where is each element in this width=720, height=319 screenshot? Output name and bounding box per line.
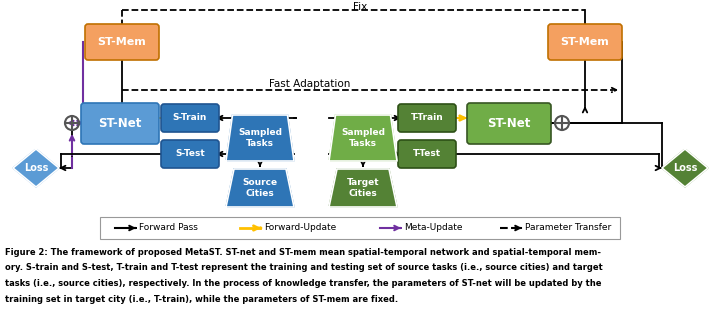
Text: Target
Cities: Target Cities bbox=[347, 178, 379, 198]
Polygon shape bbox=[226, 115, 294, 161]
Text: ory. S-train and S-test, T-train and T-test represent the training and testing s: ory. S-train and S-test, T-train and T-t… bbox=[5, 263, 603, 272]
Text: ST-Mem: ST-Mem bbox=[98, 37, 146, 47]
FancyBboxPatch shape bbox=[85, 24, 159, 60]
Polygon shape bbox=[329, 169, 397, 207]
Text: tasks (i.e., source cities), respectively. In the process of knowledge transfer,: tasks (i.e., source cities), respectivel… bbox=[5, 279, 601, 288]
Text: training set in target city (i.e., T-train), while the parameters of ST-mem are : training set in target city (i.e., T-tra… bbox=[5, 294, 398, 303]
Text: Loss: Loss bbox=[24, 163, 48, 173]
Text: Parameter Transfer: Parameter Transfer bbox=[525, 224, 611, 233]
Text: Forward Pass: Forward Pass bbox=[139, 224, 198, 233]
Polygon shape bbox=[13, 149, 59, 187]
Text: S-Test: S-Test bbox=[175, 150, 205, 159]
FancyBboxPatch shape bbox=[467, 103, 551, 144]
Text: ST-Net: ST-Net bbox=[487, 117, 531, 130]
Polygon shape bbox=[662, 149, 708, 187]
Bar bbox=[100, 217, 620, 239]
Text: S-Train: S-Train bbox=[173, 114, 207, 122]
Text: Fix: Fix bbox=[353, 2, 367, 12]
Text: ST-Mem: ST-Mem bbox=[561, 37, 609, 47]
Text: Figure 2: The framework of proposed MetaST. ST-net and ST-mem mean spatial-tempo: Figure 2: The framework of proposed Meta… bbox=[5, 248, 601, 257]
Text: Forward-Update: Forward-Update bbox=[264, 224, 336, 233]
Text: T-Test: T-Test bbox=[413, 150, 441, 159]
FancyBboxPatch shape bbox=[548, 24, 622, 60]
FancyBboxPatch shape bbox=[161, 104, 219, 132]
FancyBboxPatch shape bbox=[398, 104, 456, 132]
Text: Sampled
Tasks: Sampled Tasks bbox=[341, 128, 385, 148]
FancyBboxPatch shape bbox=[398, 140, 456, 168]
Polygon shape bbox=[329, 115, 397, 161]
Text: T-Train: T-Train bbox=[410, 114, 444, 122]
Text: Fast Adaptation: Fast Adaptation bbox=[269, 79, 351, 89]
Text: Source
Cities: Source Cities bbox=[243, 178, 278, 198]
Text: Sampled
Tasks: Sampled Tasks bbox=[238, 128, 282, 148]
FancyBboxPatch shape bbox=[81, 103, 159, 144]
Text: Loss: Loss bbox=[672, 163, 697, 173]
FancyBboxPatch shape bbox=[161, 140, 219, 168]
Text: ST-Net: ST-Net bbox=[99, 117, 142, 130]
Text: Meta-Update: Meta-Update bbox=[404, 224, 462, 233]
Polygon shape bbox=[226, 169, 294, 207]
